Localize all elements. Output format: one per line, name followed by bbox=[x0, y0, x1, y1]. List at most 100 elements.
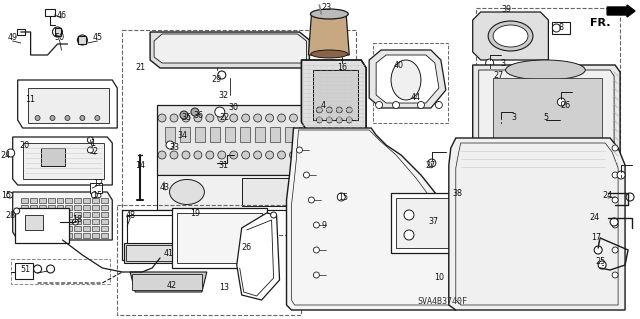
Bar bbox=[122, 210, 192, 260]
Bar bbox=[29, 233, 36, 238]
Polygon shape bbox=[369, 50, 446, 108]
Bar bbox=[56, 212, 63, 217]
Circle shape bbox=[612, 247, 618, 253]
Bar bbox=[101, 233, 108, 238]
Circle shape bbox=[610, 218, 618, 226]
Circle shape bbox=[346, 117, 352, 123]
Text: 3: 3 bbox=[511, 114, 516, 122]
Text: 38: 38 bbox=[452, 189, 463, 197]
Bar bbox=[74, 226, 81, 231]
Circle shape bbox=[242, 151, 250, 159]
Bar bbox=[38, 226, 45, 231]
Circle shape bbox=[271, 212, 276, 218]
Circle shape bbox=[170, 151, 178, 159]
Text: 20: 20 bbox=[20, 140, 29, 150]
Bar bbox=[74, 219, 81, 224]
Circle shape bbox=[296, 147, 303, 153]
Bar bbox=[101, 198, 108, 203]
Text: 3: 3 bbox=[500, 58, 505, 68]
Circle shape bbox=[218, 114, 226, 122]
Bar bbox=[285, 127, 294, 142]
Circle shape bbox=[404, 210, 414, 220]
Circle shape bbox=[346, 107, 352, 113]
Circle shape bbox=[166, 141, 174, 149]
Ellipse shape bbox=[391, 60, 421, 100]
Bar bbox=[79, 36, 86, 44]
Bar bbox=[65, 219, 72, 224]
Circle shape bbox=[336, 107, 342, 113]
Circle shape bbox=[95, 115, 100, 121]
Bar bbox=[65, 198, 72, 203]
Text: 22: 22 bbox=[220, 114, 230, 122]
Circle shape bbox=[242, 114, 250, 122]
Polygon shape bbox=[287, 128, 456, 310]
Text: 46: 46 bbox=[56, 11, 67, 19]
Circle shape bbox=[50, 115, 55, 121]
Text: 9: 9 bbox=[322, 220, 327, 229]
Bar bbox=[195, 127, 205, 142]
Circle shape bbox=[253, 114, 262, 122]
Bar bbox=[15, 263, 33, 279]
Text: 37: 37 bbox=[429, 218, 439, 226]
Text: FR.: FR. bbox=[590, 18, 611, 28]
Polygon shape bbox=[130, 272, 207, 292]
Polygon shape bbox=[157, 175, 312, 210]
Text: 12: 12 bbox=[93, 179, 104, 188]
Circle shape bbox=[47, 265, 54, 273]
Polygon shape bbox=[150, 32, 309, 68]
Ellipse shape bbox=[493, 25, 528, 47]
Text: 14: 14 bbox=[135, 160, 145, 169]
Text: 43: 43 bbox=[160, 182, 170, 191]
Bar bbox=[83, 205, 90, 210]
Polygon shape bbox=[13, 192, 112, 240]
Bar bbox=[83, 226, 90, 231]
Circle shape bbox=[497, 118, 504, 126]
Polygon shape bbox=[154, 34, 307, 63]
Polygon shape bbox=[308, 15, 349, 55]
Text: 44: 44 bbox=[411, 93, 421, 102]
Circle shape bbox=[612, 172, 618, 178]
Circle shape bbox=[92, 192, 97, 198]
Bar bbox=[269, 127, 280, 142]
Circle shape bbox=[301, 114, 309, 122]
Bar bbox=[56, 226, 63, 231]
Text: 16: 16 bbox=[337, 63, 348, 72]
Bar bbox=[74, 212, 81, 217]
Bar bbox=[83, 233, 90, 238]
Bar bbox=[38, 205, 45, 210]
Bar bbox=[172, 208, 267, 268]
Ellipse shape bbox=[488, 21, 533, 51]
Bar bbox=[493, 78, 602, 153]
Circle shape bbox=[428, 159, 436, 167]
Bar bbox=[29, 219, 36, 224]
Circle shape bbox=[160, 178, 168, 186]
Bar bbox=[92, 233, 99, 238]
Circle shape bbox=[158, 114, 166, 122]
Text: 49: 49 bbox=[8, 33, 18, 42]
Circle shape bbox=[7, 149, 15, 157]
Bar bbox=[92, 212, 99, 217]
Bar bbox=[74, 233, 81, 238]
Text: 13: 13 bbox=[219, 284, 228, 293]
Text: 50: 50 bbox=[54, 33, 65, 42]
Bar bbox=[128, 215, 186, 255]
Bar bbox=[20, 226, 28, 231]
Bar bbox=[101, 205, 108, 210]
Bar bbox=[92, 219, 99, 224]
Ellipse shape bbox=[170, 180, 204, 204]
Circle shape bbox=[35, 115, 40, 121]
Circle shape bbox=[253, 151, 262, 159]
Bar bbox=[90, 183, 102, 193]
Bar bbox=[20, 212, 28, 217]
Circle shape bbox=[278, 114, 285, 122]
Circle shape bbox=[308, 197, 314, 203]
Text: 40: 40 bbox=[394, 61, 404, 70]
Text: 35: 35 bbox=[182, 114, 192, 122]
FancyArrow shape bbox=[607, 5, 635, 17]
Bar bbox=[165, 127, 175, 142]
Circle shape bbox=[486, 59, 493, 67]
Circle shape bbox=[206, 151, 214, 159]
Circle shape bbox=[376, 101, 383, 108]
Text: 51: 51 bbox=[20, 265, 31, 275]
Circle shape bbox=[158, 151, 166, 159]
